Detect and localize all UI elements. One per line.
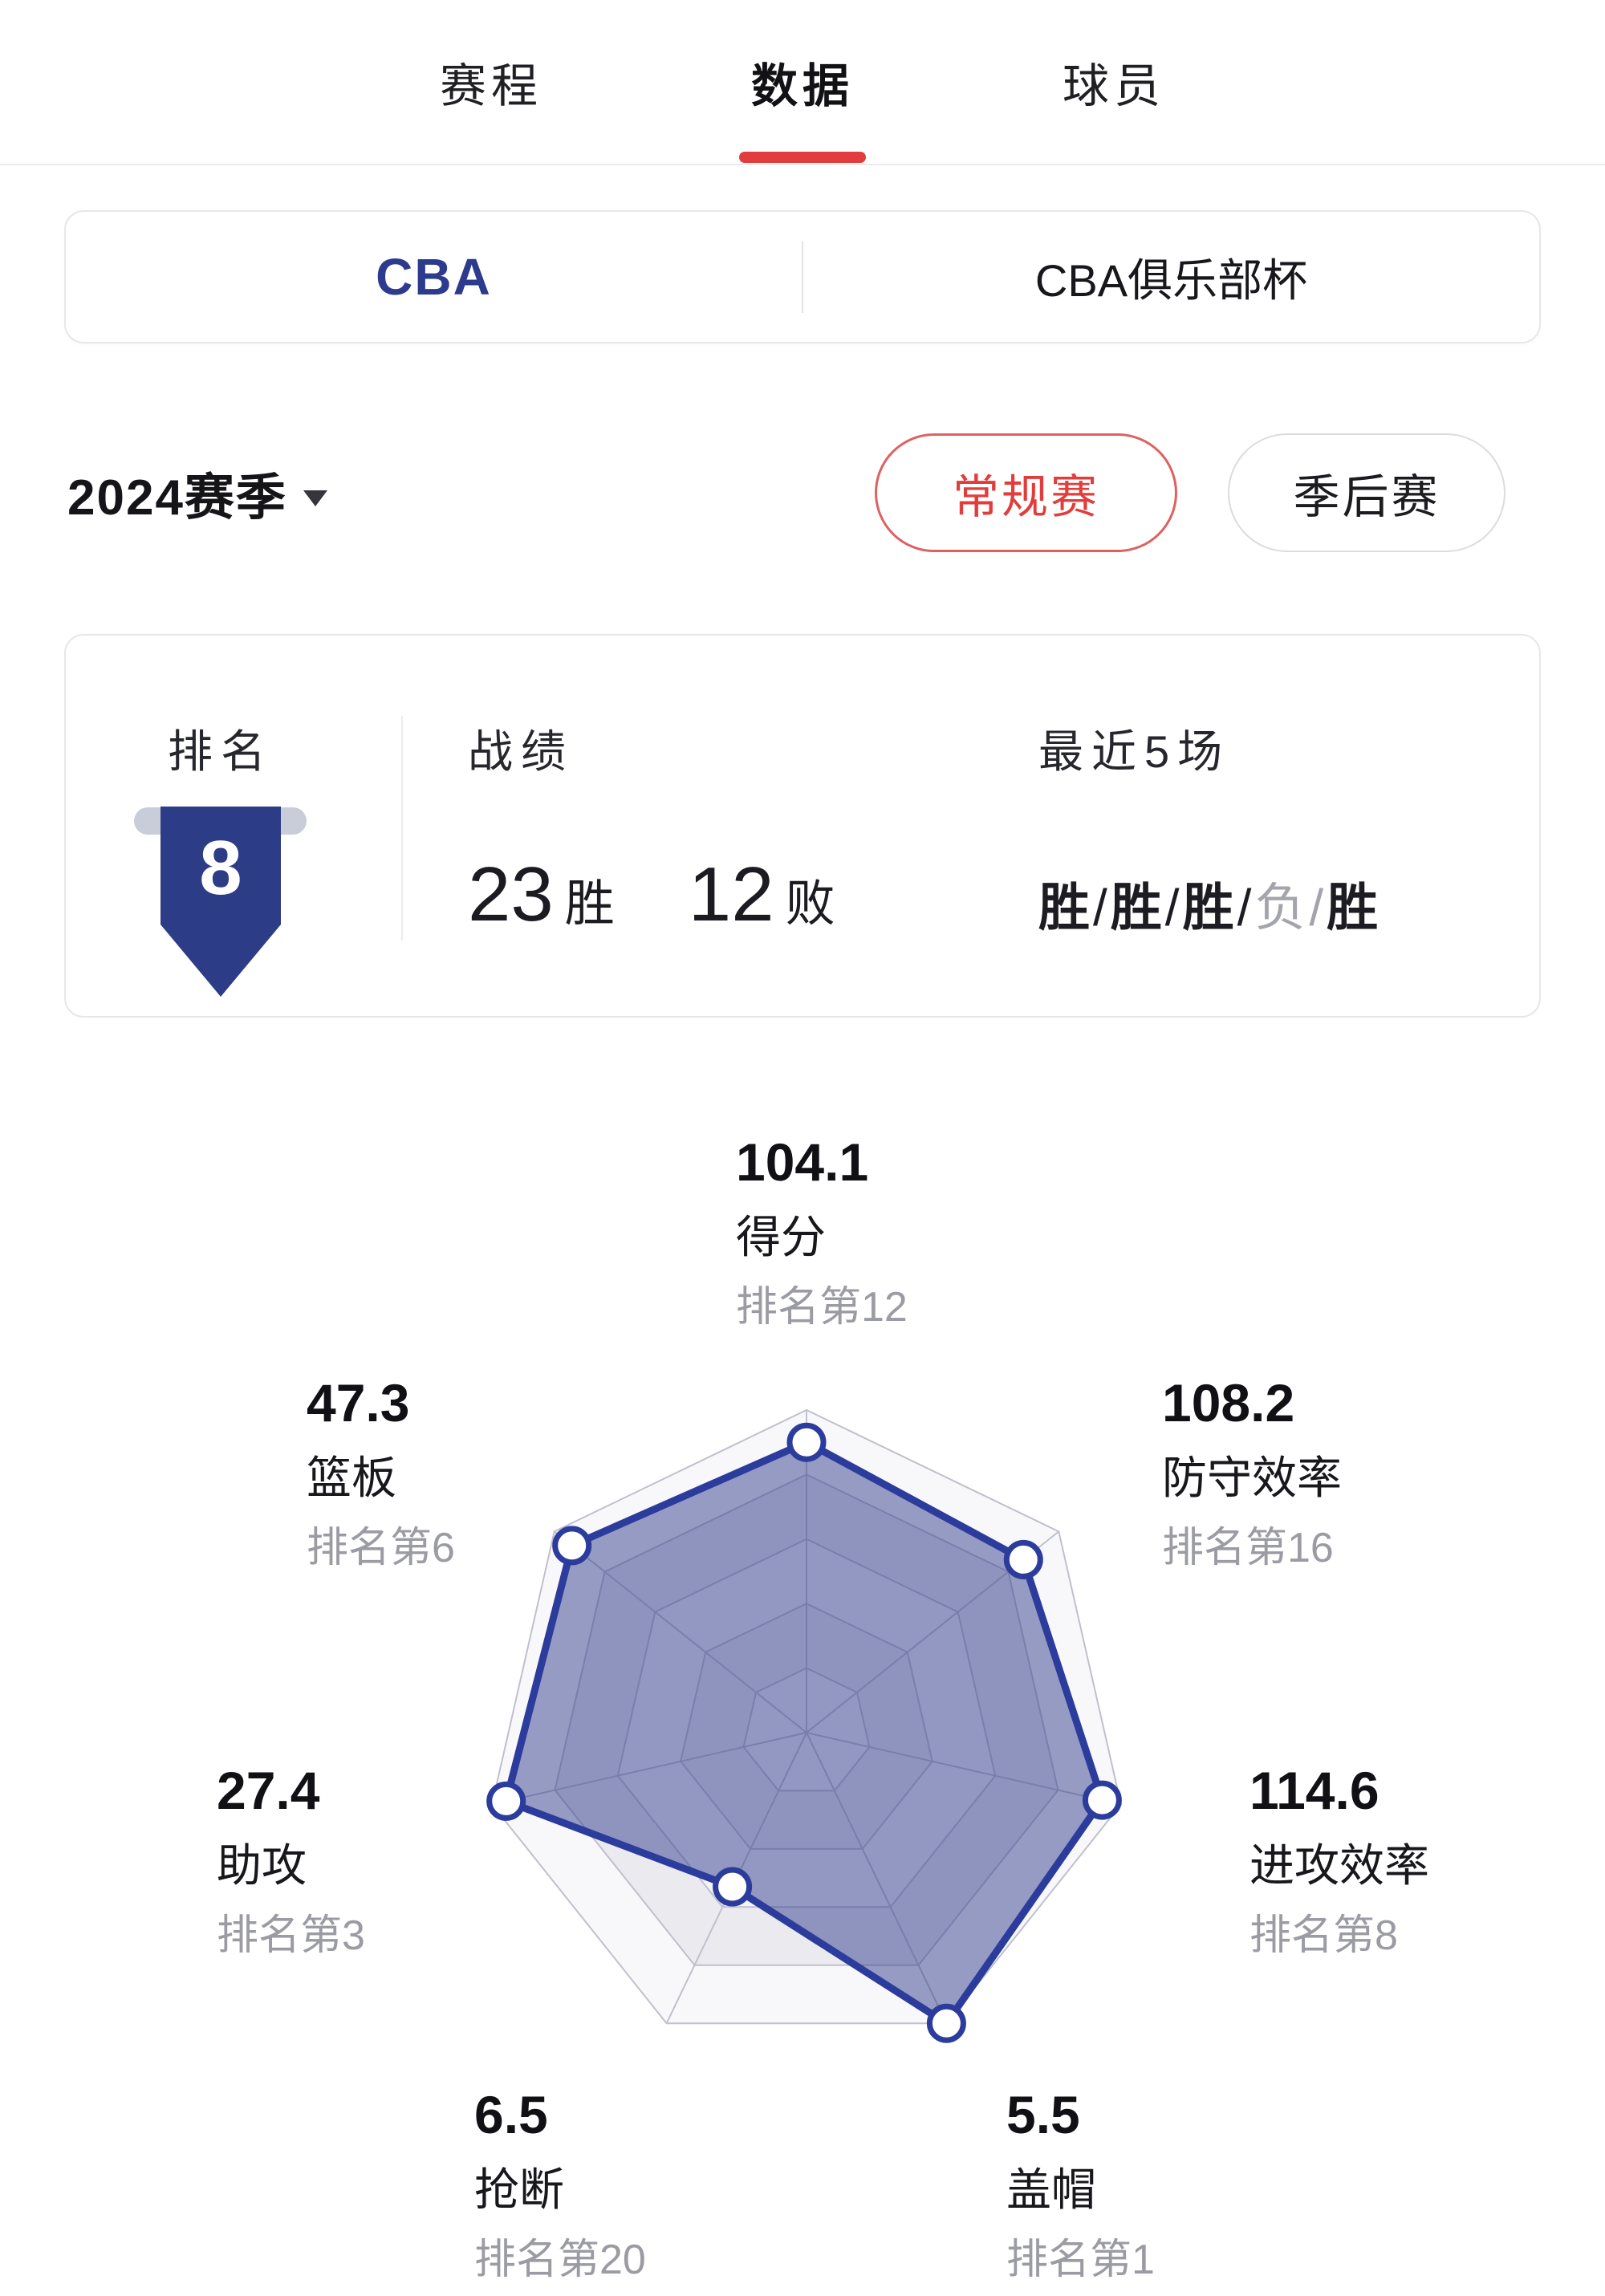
record-wins-unit: 胜 xyxy=(564,876,615,932)
record-values: 23 胜 12 败 xyxy=(468,851,835,939)
season-selector[interactable]: 2024赛季 xyxy=(67,433,327,552)
rank-badge: 8 xyxy=(160,807,281,997)
recent-result-1: 胜 xyxy=(1038,879,1090,937)
tab-data-label: 数据 xyxy=(750,60,854,112)
rank-label: 排名 xyxy=(168,726,274,777)
stat-value: 114.6 xyxy=(1249,1761,1379,1820)
stat-value: 27.4 xyxy=(217,1761,320,1820)
stat-rank: 排名第20 xyxy=(474,2237,646,2283)
record-label: 战绩 xyxy=(468,726,574,777)
result-separator: / xyxy=(1093,879,1107,937)
tab-players[interactable]: 球员 xyxy=(1063,0,1165,165)
stage-filter-playoffs[interactable]: 季后赛 xyxy=(1228,433,1505,552)
stat-name: 篮板 xyxy=(307,1453,396,1503)
tab-players-label: 球员 xyxy=(1063,60,1166,112)
season-label: 2024赛季 xyxy=(67,470,287,526)
stat-value: 47.3 xyxy=(307,1373,410,1432)
team-summary-card: 排名 8 战绩 23 胜 12 败 最近5场 胜 / 胜 / 胜 / 负 / 胜 xyxy=(64,634,1541,1018)
stat-rank: 排名第6 xyxy=(307,1525,455,1571)
tab-schedule[interactable]: 赛程 xyxy=(440,0,542,165)
radar-data-point-assists xyxy=(486,1781,526,1821)
top-tab-bar: 赛程 数据 球员 xyxy=(0,0,1605,165)
stat-name: 抢断 xyxy=(474,2164,564,2215)
recent-result-5: 胜 xyxy=(1327,879,1379,937)
rank-badge-value: 8 xyxy=(199,825,242,911)
league-option-cba-club-cup[interactable]: CBA俱乐部杯 xyxy=(1034,254,1308,306)
radar-axis-offensive-efficiency: 114.6 进攻效率 排名第8 xyxy=(1249,1762,1429,1959)
stat-name: 防守效率 xyxy=(1162,1453,1342,1503)
recent-result-2: 胜 xyxy=(1110,879,1162,937)
radar-axis-blocks: 5.5 盖帽 排名第1 xyxy=(1006,2086,1155,2283)
stat-rank: 排名第16 xyxy=(1162,1525,1334,1571)
active-tab-indicator xyxy=(738,152,866,163)
stage-filter-regular-season[interactable]: 常规赛 xyxy=(875,433,1177,552)
stat-value: 5.5 xyxy=(1006,2085,1080,2144)
team-stats-radar-chart xyxy=(445,1372,1168,2094)
stat-name: 进攻效率 xyxy=(1249,1840,1429,1891)
radar-axis-defensive-efficiency: 108.2 防守效率 排名第16 xyxy=(1162,1374,1342,1571)
stat-rank: 排名第12 xyxy=(736,1284,908,1331)
radar-data-point-steals xyxy=(713,1867,753,1907)
stat-name: 盖帽 xyxy=(1006,2164,1096,2215)
radar-data-point-defensive-efficiency xyxy=(1003,1539,1043,1579)
stat-rank: 排名第3 xyxy=(217,1912,365,1959)
league-switch-divider xyxy=(802,241,803,313)
stat-value: 104.1 xyxy=(736,1132,869,1192)
recent-games-results: 胜 / 胜 / 胜 / 负 / 胜 xyxy=(1038,867,1378,941)
radar-axis-assists: 27.4 助攻 排名第3 xyxy=(217,1762,365,1959)
recent-result-3: 胜 xyxy=(1182,879,1234,937)
league-option-cba[interactable]: CBA xyxy=(376,248,492,306)
result-separator: / xyxy=(1237,879,1252,937)
recent-games-label: 最近5场 xyxy=(1038,726,1231,777)
stat-name: 助攻 xyxy=(217,1840,307,1891)
result-separator: / xyxy=(1309,879,1324,937)
stat-value: 6.5 xyxy=(474,2085,548,2144)
stat-value: 108.2 xyxy=(1162,1373,1295,1432)
record-losses: 12 xyxy=(688,851,774,937)
radar-chart-svg xyxy=(486,1408,1122,2043)
result-separator: / xyxy=(1164,879,1180,937)
radar-axis-steals: 6.5 抢断 排名第20 xyxy=(474,2086,646,2283)
league-switch-card: CBA CBA俱乐部杯 xyxy=(64,210,1541,343)
record-wins: 23 xyxy=(468,851,554,937)
radar-data-point-points xyxy=(786,1422,827,1462)
radar-data-point-blocks xyxy=(926,2003,966,2043)
radar-data-point-rebounds xyxy=(552,1526,592,1566)
tab-schedule-label: 赛程 xyxy=(439,60,542,112)
stat-name: 得分 xyxy=(736,1212,826,1262)
recent-result-4: 负 xyxy=(1254,879,1306,937)
tab-data[interactable]: 数据 xyxy=(738,0,866,165)
caret-down-icon xyxy=(303,490,327,506)
stat-rank: 排名第8 xyxy=(1249,1912,1398,1959)
radar-data-point-offensive-efficiency xyxy=(1082,1780,1122,1820)
radar-axis-points: 104.1 得分 排名第12 xyxy=(736,1133,908,1331)
season-filter-row: 2024赛季 常规赛 季后赛 xyxy=(0,433,1605,552)
radar-axis-rebounds: 47.3 篮板 排名第6 xyxy=(307,1374,455,1571)
record-losses-unit: 败 xyxy=(785,876,835,932)
summary-divider xyxy=(401,716,403,941)
stat-rank: 排名第1 xyxy=(1006,2237,1155,2283)
